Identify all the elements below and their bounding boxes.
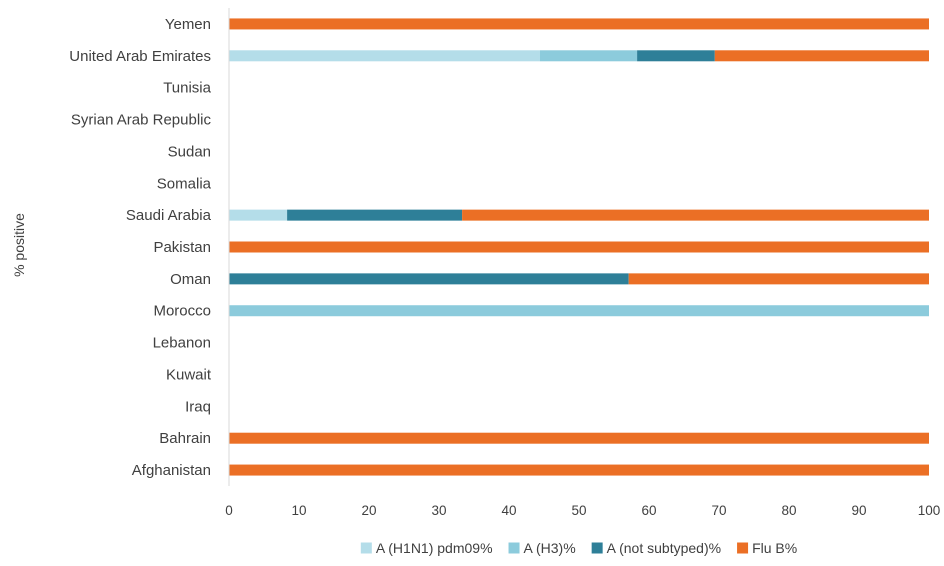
- legend-item-flu-b: Flu B%: [737, 540, 797, 556]
- legend: A (H1N1) pdm09% A (H3)% A (not subtyped)% F…: [360, 540, 797, 556]
- category-label-iraq: Iraq: [185, 398, 211, 415]
- bar-morocco-a-h3: [229, 305, 929, 317]
- x-tick-label: 70: [711, 503, 726, 518]
- bar-oman-flu-b: [628, 273, 929, 285]
- legend-label: A (H3)%: [524, 540, 576, 556]
- legend-swatch: [737, 542, 749, 554]
- x-tick-label: 50: [571, 503, 586, 518]
- category-label-morocco: Morocco: [153, 303, 211, 320]
- category-label-oman: Oman: [170, 271, 211, 288]
- bar-united-arab-emirates-a-h1n1-pdm09: [229, 50, 540, 62]
- legend-label: A (not subtyped)%: [607, 540, 721, 556]
- bar-saudi-arabia-flu-b: [462, 209, 929, 221]
- bar-united-arab-emirates-flu-b: [714, 50, 929, 62]
- x-tick-label: 20: [361, 503, 376, 518]
- category-label-syrian-arab-republic: Syrian Arab Republic: [71, 112, 212, 129]
- x-tick-label: 10: [291, 503, 306, 518]
- bar-saudi-arabia-a-not-subtyped: [287, 209, 463, 221]
- x-tick-labels: 0 10 20 30 40 50 60 70 80 90 100: [225, 503, 940, 518]
- x-tick-label: 60: [641, 503, 656, 518]
- category-label-bahrain: Bahrain: [159, 430, 211, 447]
- bar-united-arab-emirates-a-not-subtyped: [637, 50, 715, 62]
- bar-saudi-arabia-a-h1n1-pdm09: [229, 209, 288, 221]
- bar-united-arab-emirates-a-h3: [539, 50, 638, 62]
- bar-bahrain-flu-b: [229, 432, 929, 444]
- legend-item-a-h1n1-pdm09: A (H1N1) pdm09%: [360, 540, 493, 556]
- legend-label: Flu B%: [752, 540, 797, 556]
- legend-swatch: [508, 542, 520, 554]
- bar-area: [229, 18, 929, 476]
- y-axis-title: % positive: [11, 213, 27, 277]
- bar-pakistan-flu-b: [229, 241, 929, 253]
- category-label-somalia: Somalia: [157, 175, 212, 192]
- legend-item-a-h3: A (H3)%: [508, 540, 576, 556]
- category-label-yemen: Yemen: [165, 16, 211, 33]
- category-labels: Yemen United Arab Emirates Tunisia Syrian A…: [69, 16, 212, 479]
- x-tick-label: 40: [501, 503, 516, 518]
- category-label-lebanon: Lebanon: [153, 335, 211, 352]
- x-tick-label: 100: [918, 503, 941, 518]
- legend-label: A (H1N1) pdm09%: [376, 540, 493, 556]
- category-label-pakistan: Pakistan: [153, 239, 211, 256]
- category-label-afghanistan: Afghanistan: [132, 462, 211, 479]
- legend-item-a-not-subtyped: A (not subtyped)%: [591, 540, 721, 556]
- category-label-saudi-arabia: Saudi Arabia: [126, 207, 212, 224]
- category-label-tunisia: Tunisia: [163, 80, 211, 97]
- x-tick-label: 90: [851, 503, 866, 518]
- category-label-united-arab-emirates: United Arab Emirates: [69, 48, 211, 65]
- x-tick-label: 0: [225, 503, 233, 518]
- bar-yemen-flu-b: [229, 18, 929, 30]
- legend-swatch: [360, 542, 372, 554]
- bar-afghanistan-flu-b: [229, 464, 929, 476]
- category-label-sudan: Sudan: [168, 143, 211, 160]
- x-tick-label: 30: [431, 503, 446, 518]
- x-tick-label: 80: [781, 503, 796, 518]
- bar-oman-a-not-subtyped: [229, 273, 629, 285]
- legend-swatch: [591, 542, 603, 554]
- category-label-kuwait: Kuwait: [166, 366, 212, 383]
